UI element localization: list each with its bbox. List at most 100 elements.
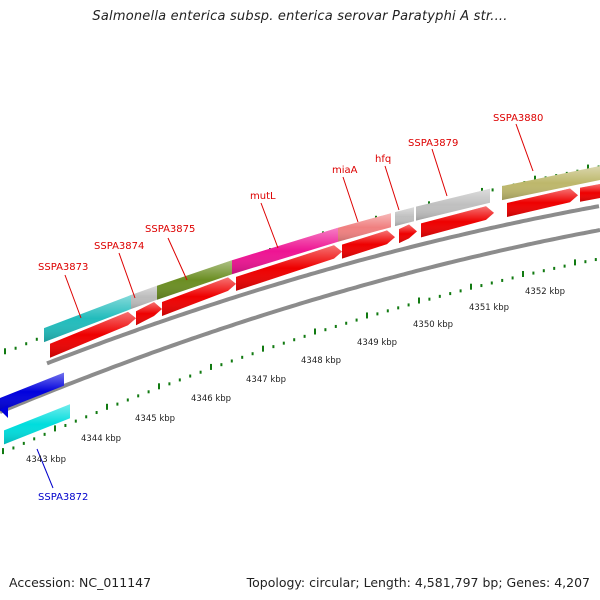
- inner-tick: [85, 415, 88, 419]
- feature-miaa-shade: [338, 213, 391, 242]
- lower-strand-features: [0, 372, 70, 445]
- outer-tick: [35, 337, 38, 341]
- inner-tick: [251, 352, 254, 356]
- inner-tick: [262, 345, 264, 352]
- inner-tick: [220, 363, 223, 367]
- scale-tick-label: 4344 kbp: [81, 434, 121, 444]
- gene-label-sspa3879: SSPA3879: [408, 138, 458, 197]
- inner-tick: [563, 264, 566, 268]
- accession-text: Accession: NC_011147: [9, 575, 152, 590]
- inner-tick: [459, 289, 462, 293]
- inner-tick: [137, 394, 140, 398]
- inner-tick: [74, 419, 77, 423]
- scale-labels: 4343 kbp 4344 kbp 4345 kbp 4346 kbp 4347…: [26, 287, 565, 465]
- inner-tick: [397, 306, 400, 310]
- inner-tick: [178, 378, 181, 382]
- gene-label-text: SSPA3875: [145, 224, 195, 235]
- feature-lower-blue-tip: [0, 405, 8, 418]
- inner-tick: [64, 423, 67, 427]
- feature-strip: [44, 166, 600, 343]
- gene-label-text: mutL: [250, 191, 276, 202]
- outer-tick: [4, 348, 6, 355]
- inner-tick: [407, 303, 410, 307]
- inner-tick: [594, 258, 597, 262]
- gene-labels: SSPA3872 SSPA3873 SSPA3874 SSPA3875 mutL…: [36, 113, 543, 503]
- inner-tick: [511, 276, 514, 280]
- cds-strip: [50, 184, 600, 358]
- inner-tick: [501, 278, 504, 282]
- genome-info-text: Topology: circular; Length: 4,581,797 bp…: [246, 575, 590, 590]
- inner-tick: [334, 324, 337, 328]
- inner-tick: [241, 355, 244, 359]
- scale-tick-label: 4350 kbp: [413, 320, 453, 330]
- inner-tick: [522, 270, 524, 277]
- inner-tick: [553, 266, 556, 270]
- inner-tick: [480, 284, 483, 288]
- gene-label-text: SSPA3874: [94, 241, 144, 252]
- inner-tick: [449, 292, 452, 296]
- inner-tick: [438, 294, 441, 298]
- inner-tick: [54, 425, 56, 432]
- inner-tick: [303, 334, 306, 338]
- gene-label-text: miaA: [332, 165, 358, 176]
- inner-tick: [345, 321, 348, 325]
- inner-tick: [542, 269, 545, 273]
- inner-tick: [43, 432, 46, 436]
- scale-tick-label: 4343 kbp: [26, 455, 66, 465]
- outer-tick: [534, 175, 536, 182]
- outer-tick: [491, 188, 494, 192]
- feature-sspa3875-shade: [157, 260, 232, 300]
- inner-tick: [126, 398, 129, 402]
- outer-tick: [587, 164, 589, 171]
- gene-label-sspa3874: SSPA3874: [94, 241, 144, 299]
- cds-arrow-shade: [580, 184, 600, 202]
- inner-tick: [532, 271, 535, 275]
- feature-mutl-shade: [232, 227, 338, 275]
- gene-label-text: SSPA3872: [38, 492, 88, 503]
- inner-tick: [584, 260, 587, 264]
- inner-tick: [470, 283, 472, 290]
- inner-tick: [12, 446, 15, 450]
- inner-tick: [490, 281, 493, 285]
- inner-tick: [95, 411, 98, 415]
- inner-tick: [106, 403, 108, 410]
- cds-arrow-shade: [236, 245, 342, 291]
- inner-tick: [2, 448, 4, 455]
- outer-tick: [25, 342, 28, 346]
- inner-tick: [418, 297, 420, 304]
- cds-arrow-shade: [162, 277, 236, 316]
- backbone-lower: [0, 228, 600, 414]
- backbone-upper: [46, 204, 600, 366]
- inner-tick: [428, 297, 431, 301]
- inner-tick: [116, 402, 119, 406]
- scale-tick-label: 4348 kbp: [301, 356, 341, 366]
- scale-tick-label: 4347 kbp: [246, 375, 286, 385]
- inner-tick: [33, 437, 36, 441]
- map-title: Salmonella enterica subsp. enterica sero…: [92, 9, 508, 24]
- feature-sspa3874-shade: [131, 285, 157, 310]
- inner-tick-ring: [2, 258, 597, 455]
- scale-tick-label: 4346 kbp: [191, 394, 231, 404]
- inner-tick: [574, 259, 576, 266]
- gene-label-sspa3873: SSPA3873: [38, 262, 88, 319]
- inner-tick: [158, 383, 160, 390]
- gene-label-hfq: hfq: [375, 154, 400, 211]
- backbone-lines: [0, 204, 600, 414]
- gene-label-mutl: mutL: [250, 191, 279, 249]
- scale-tick-label: 4352 kbp: [525, 287, 565, 297]
- inner-tick: [189, 374, 192, 378]
- feature-sspa3873-shade: [44, 295, 131, 343]
- feature-lower-blue-shade: [0, 372, 64, 411]
- inner-tick: [230, 359, 233, 363]
- scale-tick-label: 4351 kbp: [469, 303, 509, 313]
- feature-hfq-shade: [395, 207, 414, 227]
- inner-tick: [199, 370, 202, 374]
- scale-tick-label: 4349 kbp: [357, 338, 397, 348]
- inner-tick: [366, 312, 368, 319]
- gene-label-sspa3872: SSPA3872: [36, 448, 88, 503]
- inner-tick: [324, 328, 327, 332]
- inner-tick: [147, 390, 150, 394]
- inner-tick: [314, 328, 316, 335]
- inner-tick: [210, 363, 212, 370]
